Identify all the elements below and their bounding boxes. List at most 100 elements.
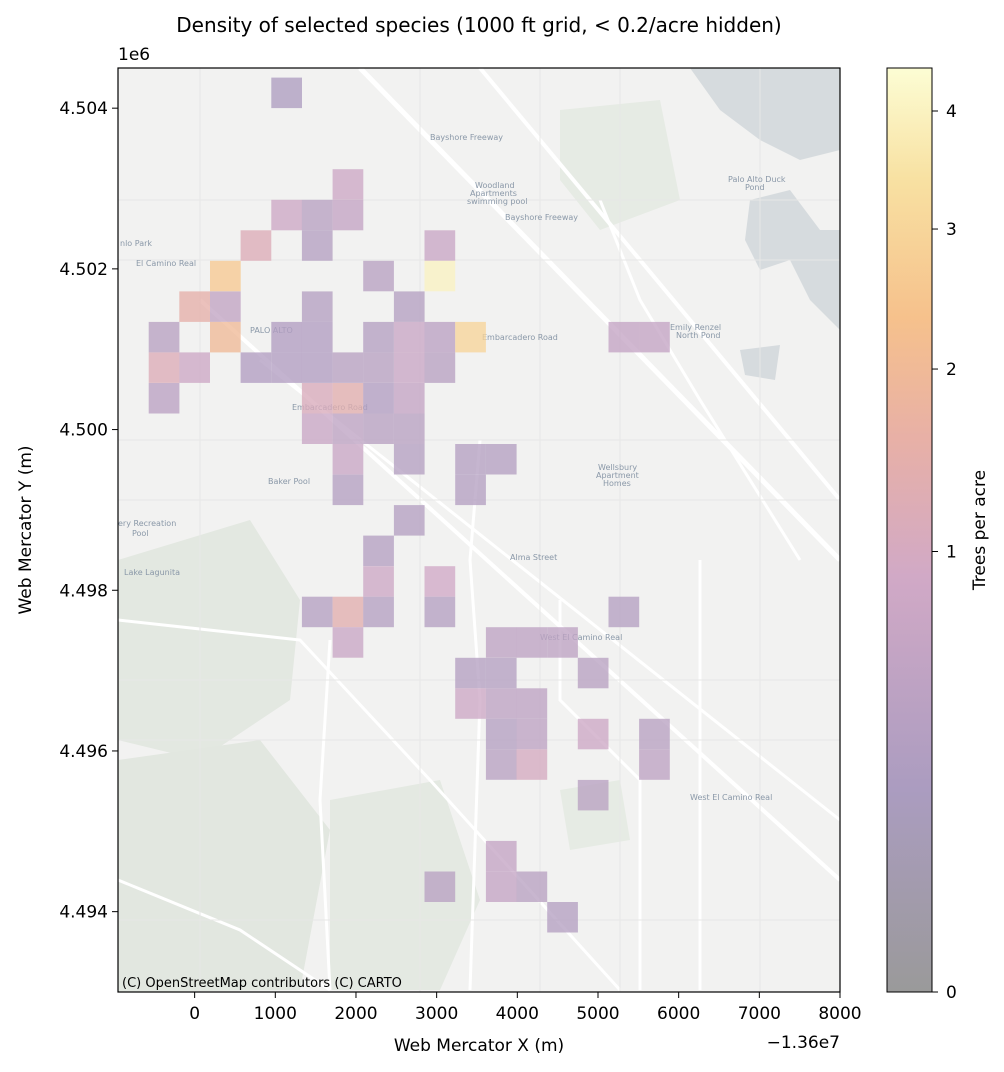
heat-cell: [455, 444, 486, 475]
y-tick-label: 4.496: [59, 742, 108, 762]
heat-cell: [393, 291, 425, 322]
heat-cell: [301, 321, 333, 353]
heat-cell: [516, 627, 548, 658]
heat-cell: [301, 291, 333, 322]
svg-text:Wellsbury: Wellsbury: [598, 463, 637, 472]
svg-text:ery Recreation: ery Recreation: [118, 519, 176, 528]
heat-cell: [332, 413, 364, 444]
colorbar: [886, 67, 933, 993]
heat-cell: [485, 657, 517, 689]
heat-cell: [577, 657, 609, 689]
heat-cell: [577, 718, 609, 750]
svg-text:Embarcadero Road: Embarcadero Road: [482, 333, 558, 342]
svg-text:Baker Pool: Baker Pool: [268, 477, 310, 486]
heat-cell: [455, 474, 486, 506]
heat-cell: [271, 77, 302, 109]
svg-text:swimming pool: swimming pool: [467, 197, 528, 206]
heat-cell: [485, 627, 517, 658]
heat-cell: [301, 596, 333, 628]
heat-cell: [301, 230, 333, 261]
basemap: nlo Park El Camino Real PALO ALTO Woodla…: [118, 68, 840, 992]
svg-text:North Pond: North Pond: [676, 331, 721, 340]
x-tick-label: 0: [189, 1004, 200, 1024]
x-axis-ticks: 0 1000 2000 3000 4000 5000 6000 7000 8000: [189, 992, 862, 1024]
heat-cell: [363, 352, 394, 383]
map-attribution: (C) OpenStreetMap contributors (C) CARTO: [122, 976, 402, 991]
y-axis-ticks: 4.494 4.496 4.498 4.500 4.502 4.504: [59, 99, 118, 923]
heat-cell: [424, 871, 456, 902]
heat-cell: [332, 383, 364, 414]
heat-cell: [516, 718, 548, 750]
heat-cell: [485, 749, 517, 780]
svg-text:Pool: Pool: [132, 529, 149, 538]
heat-cell: [393, 444, 425, 475]
heat-cell: [577, 779, 609, 811]
heat-cell: [393, 321, 425, 353]
heat-cell: [363, 413, 394, 444]
y-axis-label: Web Mercator Y (m): [16, 445, 36, 614]
svg-text:Woodland: Woodland: [475, 181, 515, 190]
heat-cell: [363, 535, 394, 567]
heat-cell: [639, 718, 670, 750]
x-offset-label: −1.36e7: [767, 1033, 840, 1053]
heat-cell: [332, 199, 364, 231]
heat-cell: [179, 291, 210, 322]
heat-cell: [485, 444, 517, 475]
heat-cell: [455, 321, 486, 353]
heat-cell: [516, 688, 548, 719]
svg-text:West El Camino Real: West El Camino Real: [690, 793, 772, 802]
colorbar-tick-label: 3: [946, 220, 957, 240]
heat-cell: [393, 413, 425, 444]
heat-cell: [485, 871, 517, 902]
heat-cell: [179, 352, 210, 383]
heat-cell: [424, 260, 456, 292]
x-tick-label: 3000: [415, 1004, 458, 1024]
heat-cell: [210, 260, 241, 292]
y-tick-label: 4.494: [59, 903, 108, 923]
x-tick-label: 7000: [738, 1004, 781, 1024]
heat-cell: [547, 627, 578, 658]
chart-title: Density of selected species (1000 ft gri…: [176, 13, 781, 37]
heat-cell: [516, 749, 548, 780]
colorbar-label: Trees per acre: [970, 470, 990, 591]
x-tick-label: 6000: [657, 1004, 700, 1024]
heat-cell: [271, 352, 302, 383]
x-tick-label: 1000: [254, 1004, 297, 1024]
heat-cell: [363, 566, 394, 597]
svg-text:Apartments: Apartments: [470, 189, 517, 198]
heat-cell: [148, 383, 180, 414]
heat-cell: [363, 596, 394, 628]
heat-cell: [301, 413, 333, 444]
x-axis-label: Web Mercator X (m): [394, 1036, 564, 1056]
heat-cell: [424, 321, 456, 353]
heat-cell: [332, 596, 364, 628]
heatmap-cells: [148, 77, 670, 933]
heat-cell: [639, 321, 670, 353]
svg-text:Palo Alto Duck: Palo Alto Duck: [728, 175, 786, 184]
colorbar-tick-label: 4: [946, 102, 957, 122]
heat-cell: [485, 688, 517, 719]
colorbar-tick-label: 1: [946, 543, 957, 563]
heat-cell: [240, 352, 272, 383]
heat-cell: [363, 260, 394, 292]
heat-cell: [455, 688, 486, 719]
svg-text:Pond: Pond: [745, 183, 765, 192]
heat-cell: [393, 505, 425, 536]
y-tick-label: 4.500: [59, 421, 108, 441]
colorbar-ticks: 0 1 2 3 4: [932, 102, 957, 1003]
svg-text:El Camino Real: El Camino Real: [136, 259, 196, 268]
heat-cell: [240, 230, 272, 261]
heat-cell: [148, 352, 180, 383]
x-tick-label: 5000: [576, 1004, 619, 1024]
heat-cell: [424, 566, 456, 597]
heat-cell: [516, 871, 548, 902]
heat-cell: [271, 199, 302, 231]
heat-cell: [424, 230, 456, 261]
heat-cell: [332, 352, 364, 383]
y-tick-label: 4.498: [59, 581, 108, 601]
y-tick-label: 4.502: [59, 260, 108, 280]
svg-text:Lake Lagunita: Lake Lagunita: [124, 568, 180, 577]
x-tick-label: 2000: [334, 1004, 377, 1024]
y-tick-label: 4.504: [59, 99, 108, 119]
